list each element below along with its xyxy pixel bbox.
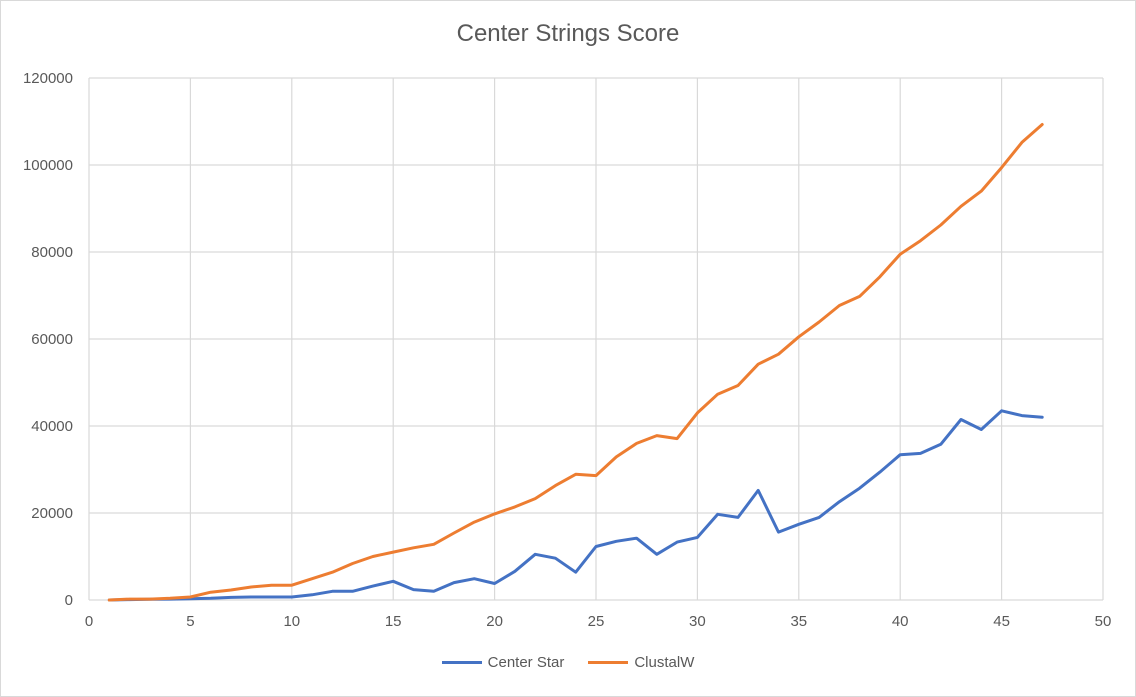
x-tick-label: 5 [186, 613, 194, 630]
x-tick-label: 40 [892, 613, 909, 630]
legend-label-center-star: Center Star [487, 654, 565, 671]
y-axis-tick-labels: 0 20000 40000 60000 80000 100000 120000 [23, 70, 73, 609]
x-tick-label: 35 [790, 613, 807, 630]
y-tick-label: 20000 [31, 505, 73, 522]
legend-swatch-clustalw [588, 661, 629, 664]
x-tick-label: 20 [486, 613, 503, 630]
x-tick-label: 45 [993, 613, 1010, 630]
y-tick-label: 80000 [31, 244, 73, 261]
legend-item-center-star: Center Star [441, 654, 565, 671]
y-tick-label: 40000 [31, 418, 73, 435]
y-tick-label: 60000 [31, 331, 73, 348]
series-lines [107, 123, 1044, 602]
x-tick-label: 50 [1095, 613, 1112, 630]
legend: Center Star ClustalW [0, 654, 1136, 671]
legend-swatch-center-star [441, 661, 482, 664]
series-line-clustalw [107, 123, 1044, 602]
legend-item-clustalw: ClustalW [588, 654, 694, 671]
x-tick-label: 0 [85, 613, 93, 630]
y-tick-label: 120000 [23, 70, 73, 87]
y-tick-label: 0 [65, 592, 73, 609]
x-tick-label: 15 [385, 613, 402, 630]
y-tick-label: 100000 [23, 157, 73, 174]
series-line-center-star [107, 409, 1044, 602]
grid-lines [88, 77, 1104, 601]
legend-label-clustalw: ClustalW [634, 654, 695, 671]
x-tick-label: 10 [283, 613, 300, 630]
x-axis-tick-labels: 0 5 10 15 20 25 30 35 40 45 50 [85, 613, 1112, 630]
x-tick-label: 25 [588, 613, 605, 630]
x-tick-label: 30 [689, 613, 706, 630]
chart-title: Center Strings Score [456, 20, 680, 47]
